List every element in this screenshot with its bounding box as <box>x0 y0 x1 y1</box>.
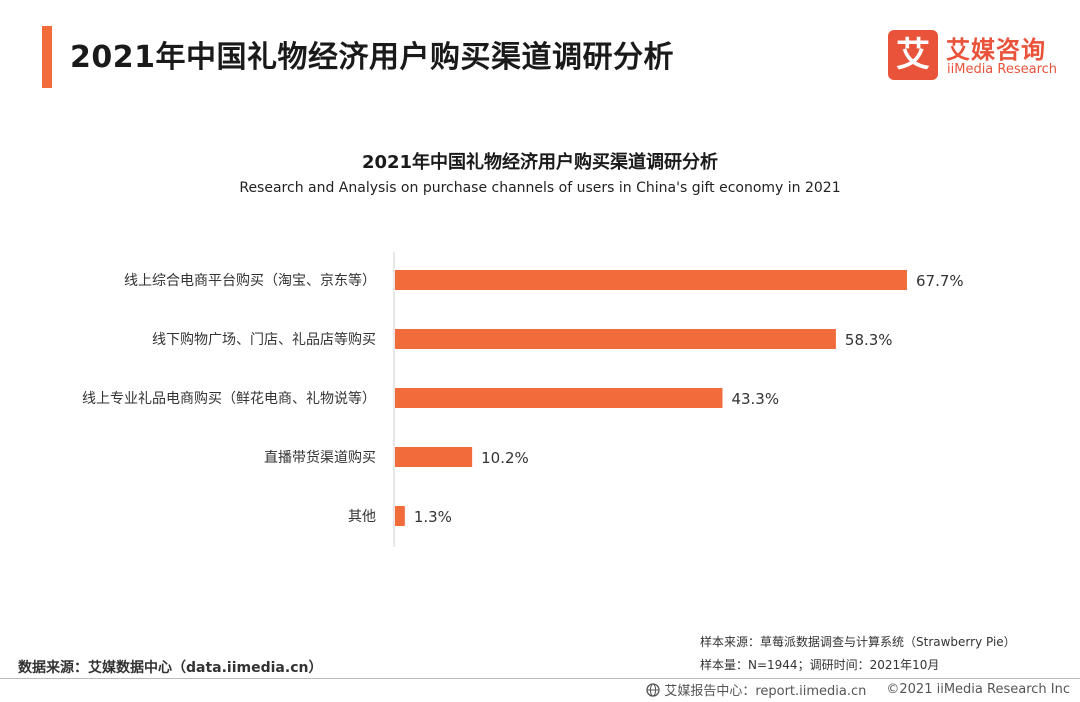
bar <box>395 329 836 349</box>
iimedia-logo: 艾 艾媒咨询 iiMedia Research <box>888 30 1078 82</box>
footer-divider <box>0 678 1080 679</box>
value-label: 10.2% <box>481 449 529 467</box>
bar <box>395 447 473 467</box>
logo-name-cn: 艾媒咨询 <box>946 36 1046 64</box>
category-label: 线上综合电商平台购买（淘宝、京东等） <box>124 272 376 289</box>
value-label: 1.3% <box>414 508 452 526</box>
category-label: 其他 <box>348 509 376 525</box>
chart-title: 2021年中国礼物经济用户购买渠道调研分析 <box>361 152 719 173</box>
value-label: 58.3% <box>845 331 893 349</box>
category-label: 线下购物广场、门店、礼品店等购买 <box>152 331 376 348</box>
data-source: 数据来源：艾媒数据中心（data.iimedia.cn） <box>18 660 323 676</box>
globe-icon <box>646 682 660 697</box>
sample-source-note: 样本来源：草莓派数据调查与计算系统（Strawberry Pie） <box>700 635 1016 649</box>
report-center-link[interactable]: 艾媒报告中心：report.iimedia.cn <box>664 684 867 699</box>
category-label: 线上专业礼品电商购买（鲜花电商、礼物说等） <box>82 390 376 407</box>
title-accent-bar <box>42 26 52 88</box>
value-label: 43.3% <box>731 390 779 408</box>
logo-mark: 艾 <box>888 30 938 80</box>
copyright: ©2021 iiMedia Research Inc <box>886 682 1070 697</box>
bar <box>395 388 723 408</box>
category-label: 直播带货渠道购买 <box>264 449 376 466</box>
sample-size-note: 样本量：N=1944；调研时间：2021年10月 <box>700 658 940 672</box>
bar <box>395 506 405 526</box>
page-title: 2021年中国礼物经济用户购买渠道调研分析 <box>70 40 674 75</box>
footer: 艾媒报告中心：report.iimedia.cn ©2021 iiMedia R… <box>646 680 1070 699</box>
bar <box>395 270 907 290</box>
value-label: 67.7% <box>916 272 964 290</box>
logo-name-en: iiMedia Research <box>947 62 1058 77</box>
chart-subtitle: Research and Analysis on purchase channe… <box>239 180 841 196</box>
